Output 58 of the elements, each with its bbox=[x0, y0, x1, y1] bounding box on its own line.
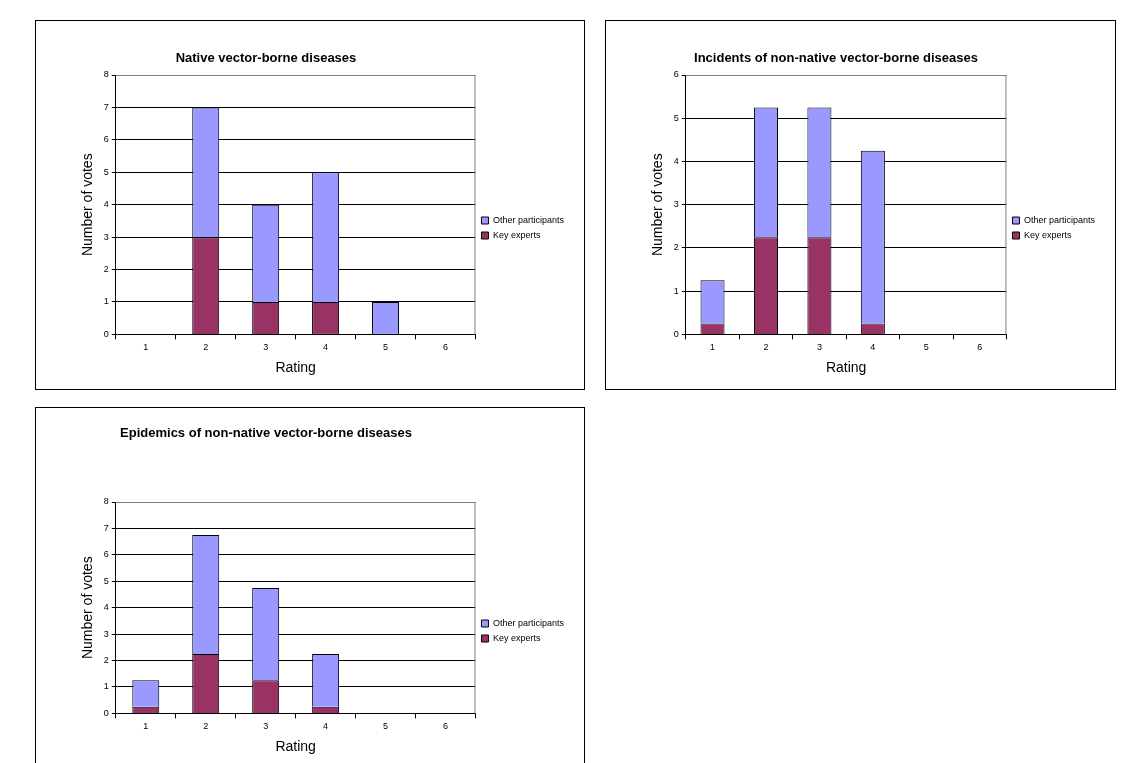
x-tick-label: 1 bbox=[710, 342, 716, 353]
legend-label: Key experts bbox=[492, 632, 541, 643]
x-tick-label: 2 bbox=[203, 721, 209, 732]
chart-title: Epidemics of non-native vector-borne diseases bbox=[119, 424, 413, 442]
y-tick-label: 3 bbox=[103, 231, 109, 242]
y-tick-label: 1 bbox=[103, 296, 109, 307]
x-tick-label: 5 bbox=[383, 721, 389, 732]
x-tick-label: 6 bbox=[977, 342, 983, 353]
x-tick-label: 5 bbox=[383, 342, 389, 353]
x-tick-label: 1 bbox=[143, 342, 149, 353]
legend-label: Other participants bbox=[1023, 214, 1096, 225]
y-tick-label: 0 bbox=[673, 328, 679, 339]
y-tick-label: 6 bbox=[673, 69, 679, 80]
y-tick-label: 0 bbox=[103, 707, 109, 718]
y-tick-label: 3 bbox=[103, 628, 109, 639]
x-tick-label: 3 bbox=[263, 721, 269, 732]
y-tick-label: 4 bbox=[103, 602, 109, 613]
x-tick-label: 3 bbox=[263, 342, 269, 353]
y-tick-label: 8 bbox=[103, 496, 109, 507]
chart-title: Incidents of non-native vector-borne diseases bbox=[693, 49, 979, 67]
y-tick-label: 7 bbox=[103, 101, 109, 112]
x-tick-label: 4 bbox=[870, 342, 876, 353]
y-tick-label: 8 bbox=[103, 69, 109, 80]
y-tick-label: 3 bbox=[673, 199, 679, 210]
y-axis-title: Number of votes bbox=[79, 556, 96, 660]
y-tick-label: 6 bbox=[103, 134, 109, 145]
y-tick-label: 5 bbox=[673, 112, 679, 123]
x-tick-label: 1 bbox=[143, 721, 149, 732]
x-tick-label: 4 bbox=[323, 721, 329, 732]
x-axis-title: Rating bbox=[275, 738, 316, 755]
y-tick-label: 6 bbox=[103, 549, 109, 560]
x-tick-label: 2 bbox=[203, 342, 209, 353]
y-tick-label: 2 bbox=[103, 655, 109, 666]
x-tick-label: 6 bbox=[442, 721, 448, 732]
y-tick-label: 0 bbox=[103, 328, 109, 339]
y-tick-label: 2 bbox=[103, 264, 109, 275]
x-axis-title: Rating bbox=[275, 359, 316, 376]
legend-label: Key experts bbox=[492, 229, 541, 240]
y-tick-label: 2 bbox=[673, 242, 679, 253]
y-tick-label: 4 bbox=[103, 199, 109, 210]
y-tick-label: 4 bbox=[673, 155, 679, 166]
x-tick-label: 2 bbox=[763, 342, 769, 353]
y-tick-label: 1 bbox=[103, 681, 109, 692]
x-tick-label: 4 bbox=[323, 342, 329, 353]
y-axis-title: Number of votes bbox=[79, 153, 96, 257]
y-tick-label: 5 bbox=[103, 575, 109, 586]
y-tick-label: 1 bbox=[673, 285, 679, 296]
x-tick-label: 5 bbox=[923, 342, 929, 353]
y-tick-label: 7 bbox=[103, 522, 109, 533]
x-tick-label: 3 bbox=[816, 342, 822, 353]
chart-title: Native vector-borne diseases bbox=[174, 49, 358, 67]
legend-label: Key experts bbox=[1023, 229, 1072, 240]
y-tick-label: 5 bbox=[103, 166, 109, 177]
x-tick-label: 6 bbox=[442, 342, 448, 353]
y-axis-title: Number of votes bbox=[649, 153, 666, 257]
legend-label: Other participants bbox=[492, 617, 565, 628]
x-axis-title: Rating bbox=[825, 359, 867, 376]
legend-label: Other participants bbox=[492, 214, 565, 225]
